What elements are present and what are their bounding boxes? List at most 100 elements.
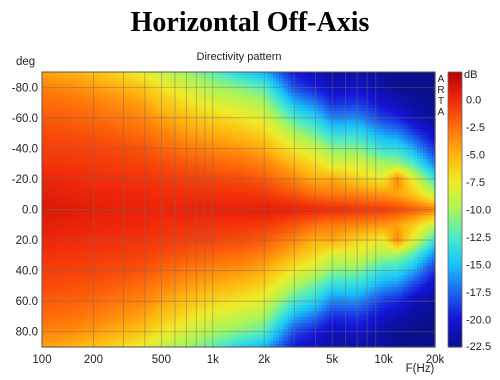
heatmap-cell <box>189 107 193 112</box>
heatmap-cell <box>333 77 337 82</box>
heatmap-cell <box>408 72 412 76</box>
heatmap-cell <box>360 173 364 178</box>
heatmap-cell <box>183 107 187 112</box>
heatmap-cell <box>78 107 82 112</box>
heatmap-cell <box>420 107 424 112</box>
heatmap-cell <box>429 125 433 130</box>
heatmap-cell <box>420 152 424 157</box>
heatmap-cell <box>249 164 253 169</box>
heatmap-cell <box>180 83 184 88</box>
heatmap-cell <box>111 95 115 100</box>
heatmap-cell <box>240 167 244 172</box>
heatmap-cell <box>282 113 286 118</box>
heatmap-cell <box>117 92 121 97</box>
heatmap-cell <box>75 158 79 163</box>
heatmap-cell <box>189 161 193 166</box>
heatmap-cell <box>267 119 271 124</box>
heatmap-cell <box>300 72 304 76</box>
heatmap-cell <box>162 113 166 118</box>
heatmap-cell <box>282 143 286 148</box>
heatmap-cell <box>309 173 313 178</box>
heatmap-cell <box>429 104 433 109</box>
heatmap-cell <box>360 101 364 106</box>
heatmap-cell <box>222 149 226 154</box>
heatmap-cell <box>408 101 412 106</box>
heatmap-cell <box>156 152 160 157</box>
heatmap-cell <box>243 101 247 106</box>
heatmap-cell <box>345 137 349 142</box>
heatmap-cell <box>198 74 202 79</box>
heatmap-cell <box>423 131 427 136</box>
heatmap-cell <box>105 137 109 142</box>
heatmap-cell <box>129 161 133 166</box>
heatmap-cell <box>294 125 298 130</box>
heatmap-cell <box>219 77 223 82</box>
heatmap-cell <box>378 158 382 163</box>
heatmap-cell <box>333 128 337 133</box>
heatmap-cell <box>393 140 397 145</box>
heatmap-cell <box>225 86 229 91</box>
heatmap-cell <box>267 95 271 100</box>
heatmap-cell <box>123 167 127 172</box>
heatmap-cell <box>165 125 169 130</box>
heatmap-cell <box>66 161 70 166</box>
heatmap-cell <box>57 176 61 181</box>
heatmap-cell <box>411 116 415 121</box>
heatmap-cell <box>402 131 406 136</box>
heatmap-cell <box>309 110 313 115</box>
heatmap-cell <box>72 173 76 178</box>
heatmap-cell <box>63 140 67 145</box>
heatmap-cell <box>132 128 136 133</box>
heatmap-cell <box>360 128 364 133</box>
heatmap-cell <box>81 95 85 100</box>
heatmap-cell <box>249 167 253 172</box>
heatmap-cell <box>204 104 208 109</box>
heatmap-cell <box>108 83 112 88</box>
heatmap-cell <box>144 89 148 94</box>
heatmap-cell <box>255 173 259 178</box>
heatmap-cell <box>363 158 367 163</box>
heatmap-cell <box>246 149 250 154</box>
heatmap-cell <box>285 170 289 175</box>
heatmap-cell <box>357 173 361 178</box>
heatmap-cell <box>144 131 148 136</box>
heatmap-cell <box>369 140 373 145</box>
heatmap-cell <box>279 158 283 163</box>
heatmap-cell <box>138 149 142 154</box>
heatmap-cell <box>180 74 184 79</box>
heatmap-cell <box>324 107 328 112</box>
heatmap-cell <box>42 173 46 178</box>
heatmap-cell <box>393 131 397 136</box>
heatmap-cell <box>321 137 325 142</box>
heatmap-cell <box>150 98 154 103</box>
heatmap-cell <box>42 143 46 148</box>
heatmap-cell <box>390 149 394 154</box>
heatmap-cell <box>291 125 295 130</box>
heatmap-cell <box>45 77 49 82</box>
heatmap-cell <box>294 173 298 178</box>
heatmap-cell <box>66 125 70 130</box>
heatmap-cell <box>300 143 304 148</box>
heatmap-cell <box>411 72 415 76</box>
heatmap-cell <box>357 122 361 127</box>
heatmap-cell <box>87 86 91 91</box>
heatmap-cell <box>90 101 94 106</box>
heatmap-cell <box>171 83 175 88</box>
heatmap-cell <box>48 143 52 148</box>
heatmap-cell <box>393 134 397 139</box>
heatmap-cell <box>66 72 70 76</box>
heatmap-cell <box>375 86 379 91</box>
heatmap-cell <box>222 170 226 175</box>
heatmap-cell <box>177 134 181 139</box>
heatmap-cell <box>252 164 256 169</box>
heatmap-cell <box>315 110 319 115</box>
heatmap-cell <box>225 140 229 145</box>
heatmap-cell <box>387 110 391 115</box>
heatmap-cell <box>348 119 352 124</box>
heatmap-cell <box>192 140 196 145</box>
heatmap-cell <box>186 158 190 163</box>
heatmap-cell <box>123 125 127 130</box>
heatmap-cell <box>396 131 400 136</box>
heatmap-cell <box>339 158 343 163</box>
heatmap-cell <box>198 101 202 106</box>
